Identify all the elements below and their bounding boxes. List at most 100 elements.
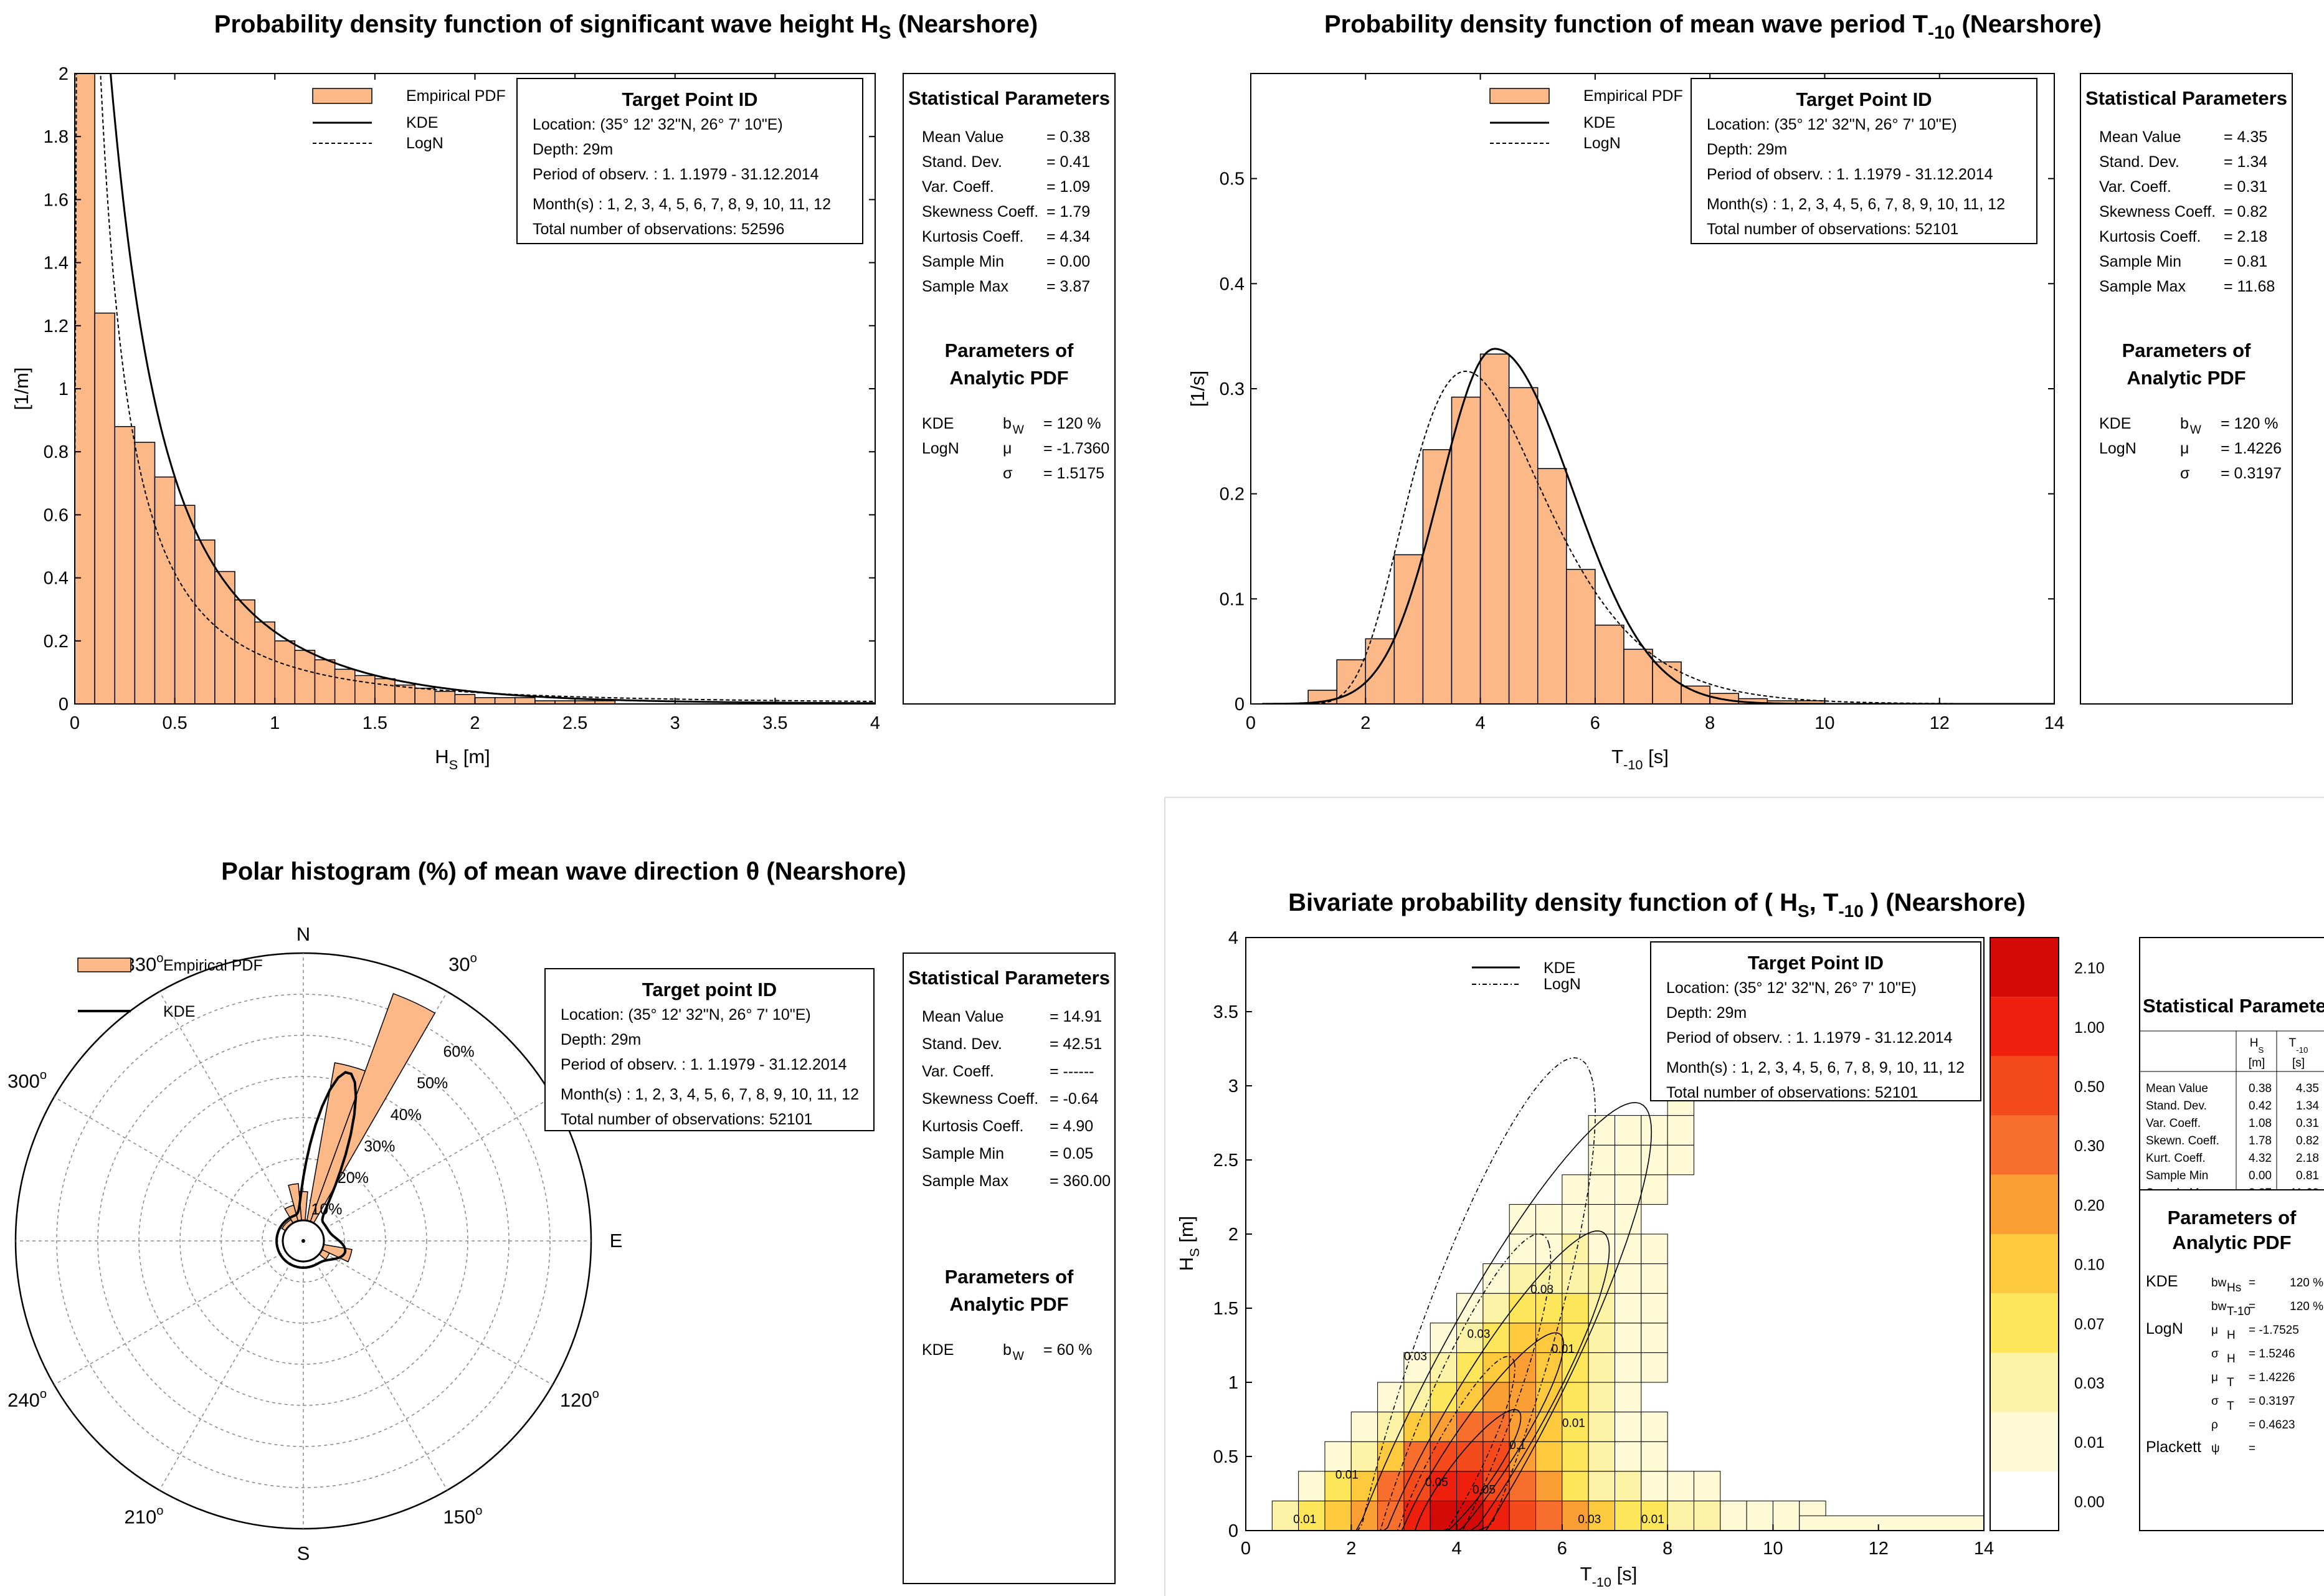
polar-grid-spoke <box>54 1096 304 1242</box>
analytic-value: = <box>2249 1442 2255 1455</box>
target-point-title: Target Point ID <box>622 88 757 110</box>
target-point-box <box>1650 941 1981 1101</box>
stats-value: = 0.41 <box>1046 153 1090 171</box>
heatmap-cell <box>1377 1471 1405 1501</box>
stats-label: Skewness Coeff. <box>922 1090 1038 1108</box>
degree-mark: o <box>40 1387 47 1401</box>
heatmap-cell <box>1350 1441 1378 1472</box>
stats-box <box>903 73 1116 705</box>
analytic-title: Analytic PDF <box>2172 1232 2291 1253</box>
x-tick-label: 2 <box>1360 713 1370 733</box>
target-point-line: Total number of observations: 52101 <box>1707 221 1958 238</box>
y-tick-label: 0 <box>1228 1521 1238 1541</box>
stats-value: = 42.51 <box>1050 1035 1102 1053</box>
polar-direction-N: N <box>296 923 310 945</box>
heatmap-cell <box>1588 1233 1615 1265</box>
heatmap-cell <box>1562 1204 1589 1235</box>
heatmap-cell <box>1667 1500 1694 1531</box>
histogram-bar <box>515 697 536 704</box>
analytic-value: = 120 % <box>2221 415 2278 432</box>
heatmap-cell <box>1535 1382 1563 1413</box>
heatmap-cell <box>1509 1382 1537 1413</box>
legend-label-kde: KDE <box>1583 114 1615 131</box>
histogram-bar <box>1566 569 1596 704</box>
analytic-label: KDE <box>922 1341 954 1359</box>
heatmap-cell <box>1430 1441 1458 1472</box>
legend-label-logn: LogN <box>1544 976 1581 993</box>
legend-label-logn: LogN <box>406 135 443 152</box>
analytic-subscript: Hs <box>2227 1281 2241 1294</box>
analytic-symbol: b <box>1003 415 1012 432</box>
kde-contour <box>1367 1230 1610 1531</box>
heatmap-cell <box>1641 1263 1668 1294</box>
polar-direction-E: E <box>610 1230 623 1252</box>
analytic-box <box>2139 1189 2324 1531</box>
y-axis-label: [1/s] <box>1187 371 1208 407</box>
contour-label: 0.03 <box>1404 1350 1427 1363</box>
heatmap-cell <box>1482 1263 1510 1294</box>
colorbar-swatch <box>1990 1412 2059 1471</box>
analytic-symbol: μ <box>1003 440 1012 457</box>
colorbar-label: 0.03 <box>2074 1375 2105 1392</box>
analytic-subscript: H <box>2227 1352 2236 1366</box>
x-tick-label: 3.5 <box>762 713 787 733</box>
contour-label: 0.05 <box>1425 1476 1448 1489</box>
stats-label: Sample Min <box>922 253 1004 270</box>
stats-label: Var. Coeff. <box>2146 1117 2201 1130</box>
target-point-line: Total number of observations: 52101 <box>561 1111 812 1128</box>
plot-area <box>75 74 875 704</box>
analytic-value-right: 120 % <box>2290 1276 2323 1290</box>
degree-mark: o <box>475 1504 482 1518</box>
y-axis-label-subscript: S <box>1187 1248 1202 1256</box>
heatmap-cell <box>1430 1412 1458 1442</box>
x-axis-label-subscript: -10 <box>1592 1574 1611 1590</box>
histogram-bar <box>434 691 456 704</box>
analytic-value: = 120 % <box>1043 415 1101 432</box>
analytic-title: Analytic PDF <box>949 1293 1068 1315</box>
kde-contour <box>1392 1332 1564 1531</box>
stats-label: Var. Coeff. <box>922 178 994 196</box>
stats-value: = 14.91 <box>1050 1008 1102 1025</box>
heatmap-cell <box>1271 1500 1299 1531</box>
target-point-line: Total number of observations: 52101 <box>1666 1084 1918 1101</box>
period-title-suffix: (Nearshore) <box>1955 11 2102 38</box>
x-tick-label: 3 <box>670 713 680 733</box>
heatmap-cell <box>1535 1471 1563 1501</box>
hs-title-subscript: S <box>879 22 891 43</box>
target-point-title: Target point ID <box>642 979 777 1000</box>
x-axis-label-subscript: S <box>449 757 458 772</box>
analytic-subscript: W <box>1013 1350 1024 1363</box>
contour-label: 0.01 <box>1335 1469 1359 1482</box>
heatmap-cell <box>1535 1352 1563 1383</box>
histogram-bar <box>1479 353 1510 704</box>
stats-label: Var. Coeff. <box>922 1063 994 1080</box>
histogram-bar <box>1537 468 1567 704</box>
legend-swatch-empirical <box>1489 88 1550 104</box>
bivariate-title-part: -10 <box>1838 901 1863 921</box>
y-tick-label: 0.5 <box>1220 169 1245 189</box>
stats-label: Stand. Dev. <box>2099 153 2179 171</box>
y-tick-label: 1 <box>59 379 69 399</box>
contour-label: 0.1 <box>1509 1439 1525 1452</box>
x-axis-label-main: H <box>435 746 448 767</box>
target-point-line: Period of observ. : 1. 1.1979 - 31.12.20… <box>1707 166 1993 183</box>
y-tick-label: 2 <box>1228 1225 1238 1245</box>
heatmap-cell <box>1562 1471 1589 1501</box>
heatmap-cell <box>1641 1174 1668 1205</box>
x-tick-label: 2 <box>470 713 480 733</box>
target-point-line: Depth: 29m <box>561 1031 641 1048</box>
degree-mark: o <box>592 1387 599 1401</box>
heatmap-cell <box>1667 1471 1694 1501</box>
legend-label-logn: LogN <box>1583 135 1621 152</box>
bivariate-title-part: S <box>1798 901 1809 921</box>
analytic-symbol: b <box>1003 1341 1012 1359</box>
period-title-subscript: -10 <box>1928 22 1955 43</box>
bivariate-title-part: , T <box>1809 889 1839 916</box>
heatmap-cell <box>1588 1441 1615 1472</box>
polar-center-dot <box>301 1239 305 1243</box>
heatmap-cell <box>1350 1471 1378 1501</box>
heatmap-cell <box>1509 1204 1537 1235</box>
heatmap-cell <box>1641 1471 1668 1501</box>
stats-value: = 4.35 <box>2224 128 2267 146</box>
polar-grid-spoke <box>303 1240 553 1385</box>
